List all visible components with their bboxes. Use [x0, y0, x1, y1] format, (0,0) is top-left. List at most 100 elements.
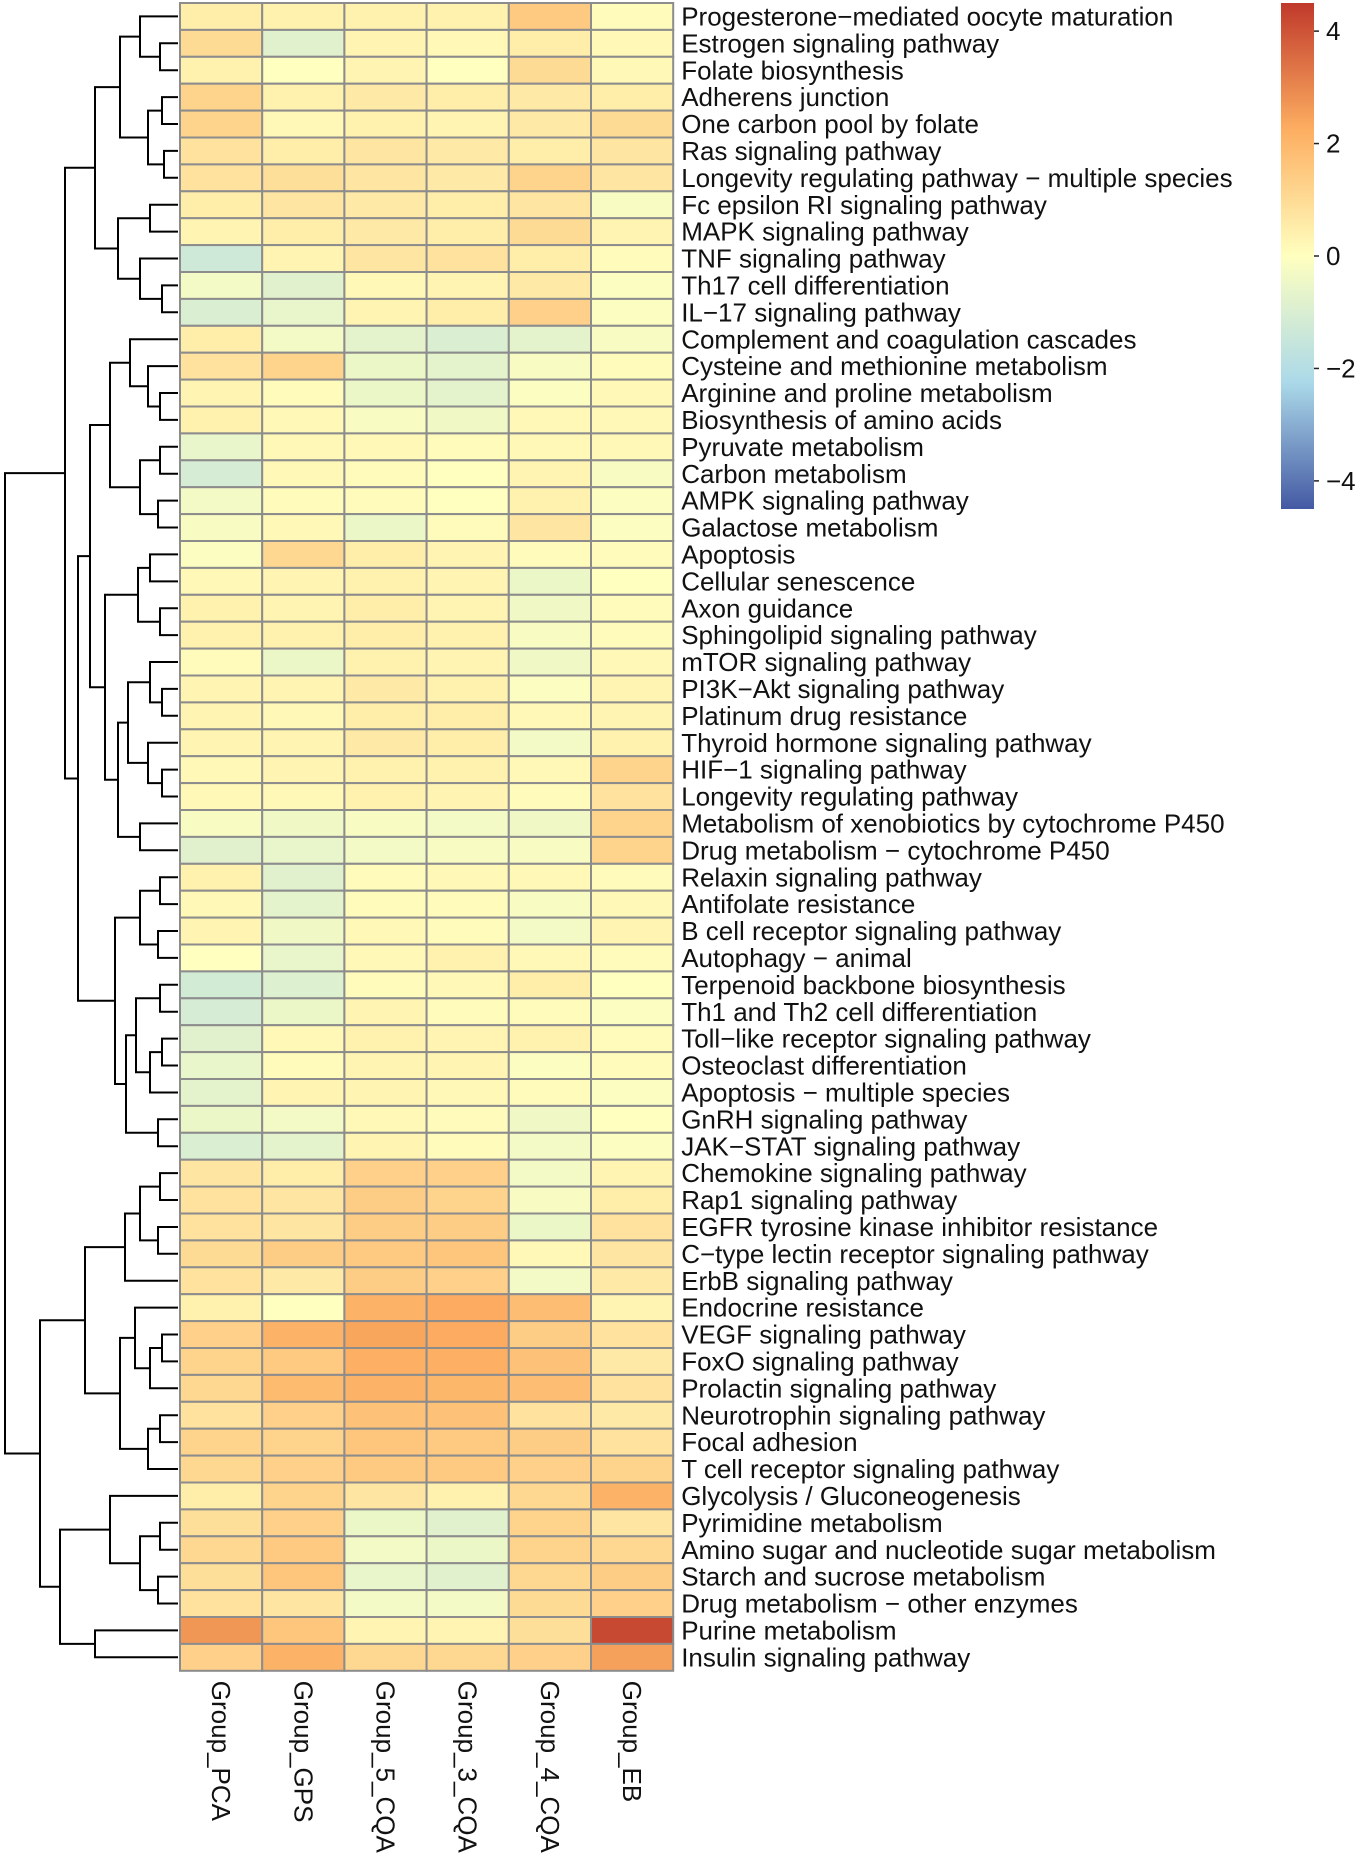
heatmap-cell: [590, 809, 675, 838]
heatmap-cell: [425, 593, 510, 623]
heatmap-cell: [343, 271, 428, 300]
heatmap-cell: [507, 1239, 592, 1269]
dendrogram-branch: [104, 593, 138, 781]
heatmap-cell: [507, 620, 592, 650]
row-label: T cell receptor signaling pathway: [681, 1454, 1059, 1484]
row-label: B cell receptor signaling pathway: [681, 916, 1061, 946]
heatmap-cell: [590, 1427, 675, 1457]
heatmap-cell: [507, 378, 592, 408]
heatmap-cell: [425, 1508, 510, 1538]
heatmap-cell: [507, 217, 592, 247]
heatmap-cell: [590, 1051, 675, 1080]
heatmap-cell: [425, 943, 510, 973]
heatmap-cell: [507, 566, 592, 596]
heatmap-cell: [590, 1078, 675, 1107]
dendrogram-branch: [159, 876, 178, 906]
heatmap-cell: [425, 244, 510, 274]
heatmap-cell: [179, 136, 264, 166]
dendrogram-branch: [125, 1034, 158, 1134]
heatmap-cell: [507, 351, 592, 381]
heatmap-cell: [590, 1212, 675, 1242]
heatmap-cell: [179, 351, 264, 381]
heatmap-cell: [261, 351, 346, 381]
heatmap-cell: [425, 1400, 510, 1430]
row-label: Folate biosynthesis: [681, 55, 904, 85]
dendrogram-branch: [157, 1575, 178, 1605]
heatmap-cell: [179, 432, 264, 462]
row-label: Biosynthesis of amino acids: [681, 405, 1002, 435]
heatmap-cell: [590, 1535, 675, 1565]
heatmap-cell: [343, 1212, 428, 1242]
row-label: Apoptosis − multiple species: [681, 1078, 1010, 1108]
heatmap-cell: [179, 782, 264, 811]
heatmap-cell: [507, 55, 592, 85]
heatmap-cell: [590, 1266, 675, 1296]
heatmap-cell: [343, 513, 428, 542]
heatmap-cell: [179, 620, 264, 650]
heatmap-cell: [261, 1508, 346, 1538]
heatmap-cell: [507, 405, 592, 435]
heatmap-cell: [343, 1373, 428, 1403]
heatmap-cell: [343, 1024, 428, 1054]
heatmap-cell: [179, 1293, 264, 1323]
heatmap-cell: [179, 943, 264, 973]
heatmap-cell: [343, 432, 428, 462]
heatmap-cell: [590, 324, 675, 354]
heatmap-cell: [507, 540, 592, 569]
heatmap-cell: [507, 1589, 592, 1618]
heatmap-cell: [179, 835, 264, 865]
row-label: Rap1 signaling pathway: [681, 1185, 957, 1215]
dendrogram-branch: [4, 472, 65, 1455]
legend-tick-label: −4: [1326, 466, 1356, 496]
heatmap-cell: [343, 405, 428, 435]
heatmap-cell: [507, 1642, 592, 1672]
heatmap-cell: [507, 782, 592, 811]
heatmap-cell: [343, 701, 428, 731]
heatmap-cell: [507, 324, 592, 354]
heatmap-cell: [425, 809, 510, 838]
heatmap-cell: [179, 1400, 264, 1430]
heatmap-cell: [179, 1454, 264, 1484]
heatmap-cell: [507, 244, 592, 274]
heatmap-cell: [179, 271, 264, 300]
heatmap-cell: [425, 513, 510, 542]
heatmap-cell: [425, 997, 510, 1027]
heatmap-cell: [343, 1239, 428, 1269]
heatmap-cell: [179, 109, 264, 139]
heatmap-cell: [590, 513, 675, 542]
heatmap-cell: [590, 1347, 675, 1376]
heatmap-cell: [343, 889, 428, 919]
dendrogram-branch: [157, 930, 178, 959]
heatmap-cell: [179, 297, 264, 327]
heatmap-cell: [343, 1320, 428, 1349]
heatmap-cell: [261, 1481, 346, 1511]
heatmap-cell: [425, 1373, 510, 1403]
dendrogram-branch: [161, 1037, 178, 1067]
row-labels: Progesterone−mediated oocyte maturationE…: [681, 1, 1232, 1672]
heatmap-cell: [507, 1535, 592, 1565]
heatmap-cell: [179, 1024, 264, 1054]
heatmap-cell: [343, 1454, 428, 1484]
heatmap-cell: [425, 1078, 510, 1107]
heatmap-cell: [425, 190, 510, 220]
heatmap-cell: [425, 459, 510, 489]
dendrogram-branch: [161, 1333, 178, 1363]
color-legend: 4 2 0 −2 −4: [1281, 3, 1356, 509]
heatmap-cell: [507, 432, 592, 462]
heatmap-cell: [507, 593, 592, 623]
heatmap-cell: [261, 701, 346, 731]
heatmap-cell: [590, 674, 675, 704]
row-label: PI3K−Akt signaling pathway: [681, 674, 1004, 704]
dendrogram-branch: [94, 86, 120, 250]
dendrogram-branch: [109, 361, 140, 489]
row-label: One carbon pool by folate: [681, 109, 979, 139]
row-label: HIF−1 signaling pathway: [681, 755, 966, 785]
heatmap-cell: [590, 1400, 675, 1430]
row-label: EGFR tyrosine kinase inhibitor resistanc…: [681, 1212, 1158, 1242]
heatmap-cell: [261, 1293, 346, 1323]
dendrogram-branch: [163, 149, 178, 179]
heatmap-cell: [425, 1158, 510, 1188]
heatmap-cell: [179, 1481, 264, 1511]
dendrogram-branch: [149, 661, 178, 704]
heatmap-cell: [590, 1185, 675, 1215]
